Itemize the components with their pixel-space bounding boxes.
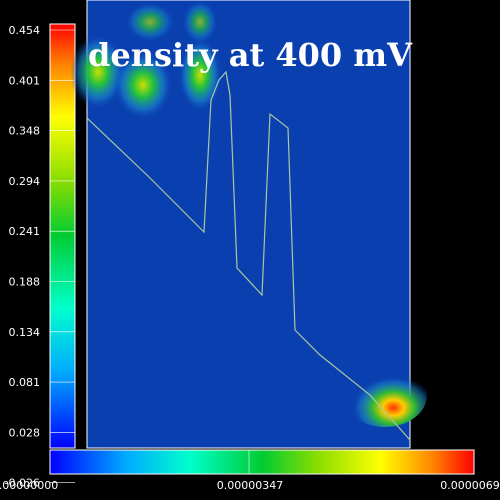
vertical-colorbar-tick-label: 0.188 xyxy=(9,276,41,289)
hotspot-upper-middle xyxy=(113,50,173,120)
vertical-colorbar-tick-label: 0.241 xyxy=(9,225,41,238)
vertical-colorbar-tick-label: 0.081 xyxy=(9,376,41,389)
profile-line xyxy=(86,70,411,441)
horizontal-colorbar-tick-label: 0.00000000 xyxy=(0,479,58,492)
vertical-colorbar-tick-label: 0.134 xyxy=(9,326,41,339)
horizontal-colorbar-tick-label: 0.0000069 xyxy=(440,479,500,492)
vertical-colorbar xyxy=(49,23,76,449)
horizontal-colorbar-tick-label: 0.00000347 xyxy=(217,479,283,492)
horizontal-colorbar-ticks: 0.00000000 0.00000347 0.0000069 xyxy=(0,450,500,492)
hotspot-lower-right xyxy=(343,363,427,427)
horizontal-colorbar xyxy=(49,449,475,475)
vertical-colorbar-tick-label: 0.348 xyxy=(9,125,41,138)
vertical-colorbar-ticks: 0.454 0.401 0.348 0.294 0.241 0.188 0.134 0.081… xyxy=(5,24,75,490)
hotspot-upper-right-top xyxy=(182,0,218,44)
vertical-colorbar-tick-label: 0.294 xyxy=(9,175,41,188)
hotspot-upper-right xyxy=(178,37,222,113)
vertical-colorbar-tick-label: 0.401 xyxy=(9,74,41,87)
vertical-colorbar-tick-label: 0.028 xyxy=(9,426,41,439)
vertical-colorbar-tick-label: 0.454 xyxy=(9,24,41,37)
hotspot-upper-left-top xyxy=(125,2,175,42)
chart-title: density at 400 mV xyxy=(88,36,413,74)
hotspots xyxy=(70,0,427,427)
vertical-colorbar-tick-label: -0.026 xyxy=(5,477,40,490)
hotspot-upper-left xyxy=(70,34,126,110)
